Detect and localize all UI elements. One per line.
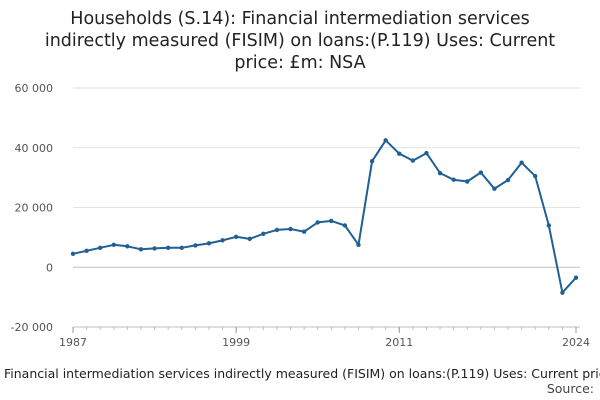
x-tick-labels: 1987 1999 2011 2024 <box>59 336 590 349</box>
data-point[interactable] <box>274 227 280 233</box>
data-point[interactable] <box>70 251 76 257</box>
data-point[interactable] <box>573 275 579 280</box>
data-point[interactable] <box>138 247 144 252</box>
data-point[interactable] <box>206 241 212 246</box>
data-point[interactable] <box>261 231 266 236</box>
y-tick-label: 0 <box>46 261 53 274</box>
data-point[interactable] <box>301 229 307 234</box>
data-point[interactable] <box>397 151 402 156</box>
y-tick-label: 60 000 <box>15 82 54 95</box>
y-tick-label: 20 000 <box>15 202 54 215</box>
data-point[interactable] <box>97 245 103 251</box>
data-point[interactable] <box>505 177 511 183</box>
data-point[interactable] <box>193 243 198 248</box>
data-point[interactable] <box>165 245 171 251</box>
y-tick-label: -20 000 <box>11 321 53 334</box>
chart-title: Households (S.14): Financial intermediat… <box>45 9 555 73</box>
data-point[interactable] <box>179 245 184 251</box>
data-point[interactable] <box>152 246 157 251</box>
chart-title-line-2: indirectly measured (FISIM) on loans:(P.… <box>45 31 555 51</box>
data-point[interactable] <box>125 244 130 249</box>
data-point[interactable] <box>383 138 388 143</box>
x-tick-label: 1999 <box>222 336 250 349</box>
y-tick-label: 40 000 <box>15 142 54 155</box>
data-point[interactable] <box>329 218 334 224</box>
x-tick-label: 2011 <box>385 336 413 349</box>
data-point[interactable] <box>437 170 443 176</box>
chart-title-line-3: price: £m: NSA <box>234 53 365 73</box>
data-point[interactable] <box>233 234 239 239</box>
x-tick-label: 2024 <box>562 336 590 349</box>
series-line <box>72 139 577 294</box>
data-point[interactable] <box>315 220 320 225</box>
axes <box>72 326 580 333</box>
data-point[interactable] <box>84 248 89 254</box>
data-point[interactable] <box>546 223 552 228</box>
data-point[interactable] <box>533 173 538 179</box>
data-point[interactable] <box>288 226 293 232</box>
source-label: Source: <box>547 381 594 396</box>
data-point[interactable] <box>369 158 375 164</box>
chart-title-line-1: Households (S.14): Financial intermediat… <box>70 9 529 29</box>
data-point[interactable] <box>560 290 565 295</box>
data-point[interactable] <box>111 242 116 248</box>
data-point[interactable] <box>478 170 484 175</box>
data-point[interactable] <box>465 179 470 184</box>
data-point[interactable] <box>451 177 456 182</box>
data-point[interactable] <box>342 223 348 228</box>
x-axis-footer-label: Financial intermediation services indire… <box>4 366 600 381</box>
data-point[interactable] <box>519 160 524 165</box>
data-point[interactable] <box>492 186 497 191</box>
data-point[interactable] <box>247 236 252 242</box>
data-point[interactable] <box>424 150 429 156</box>
x-tick-label: 1987 <box>59 336 87 349</box>
gridlines <box>73 87 580 328</box>
y-tick-labels: 60 000 40 000 20 000 0 -20 000 <box>11 82 53 334</box>
data-point[interactable] <box>220 238 225 243</box>
data-point[interactable] <box>356 242 361 248</box>
series-layer <box>70 138 579 295</box>
data-point[interactable] <box>410 158 416 163</box>
